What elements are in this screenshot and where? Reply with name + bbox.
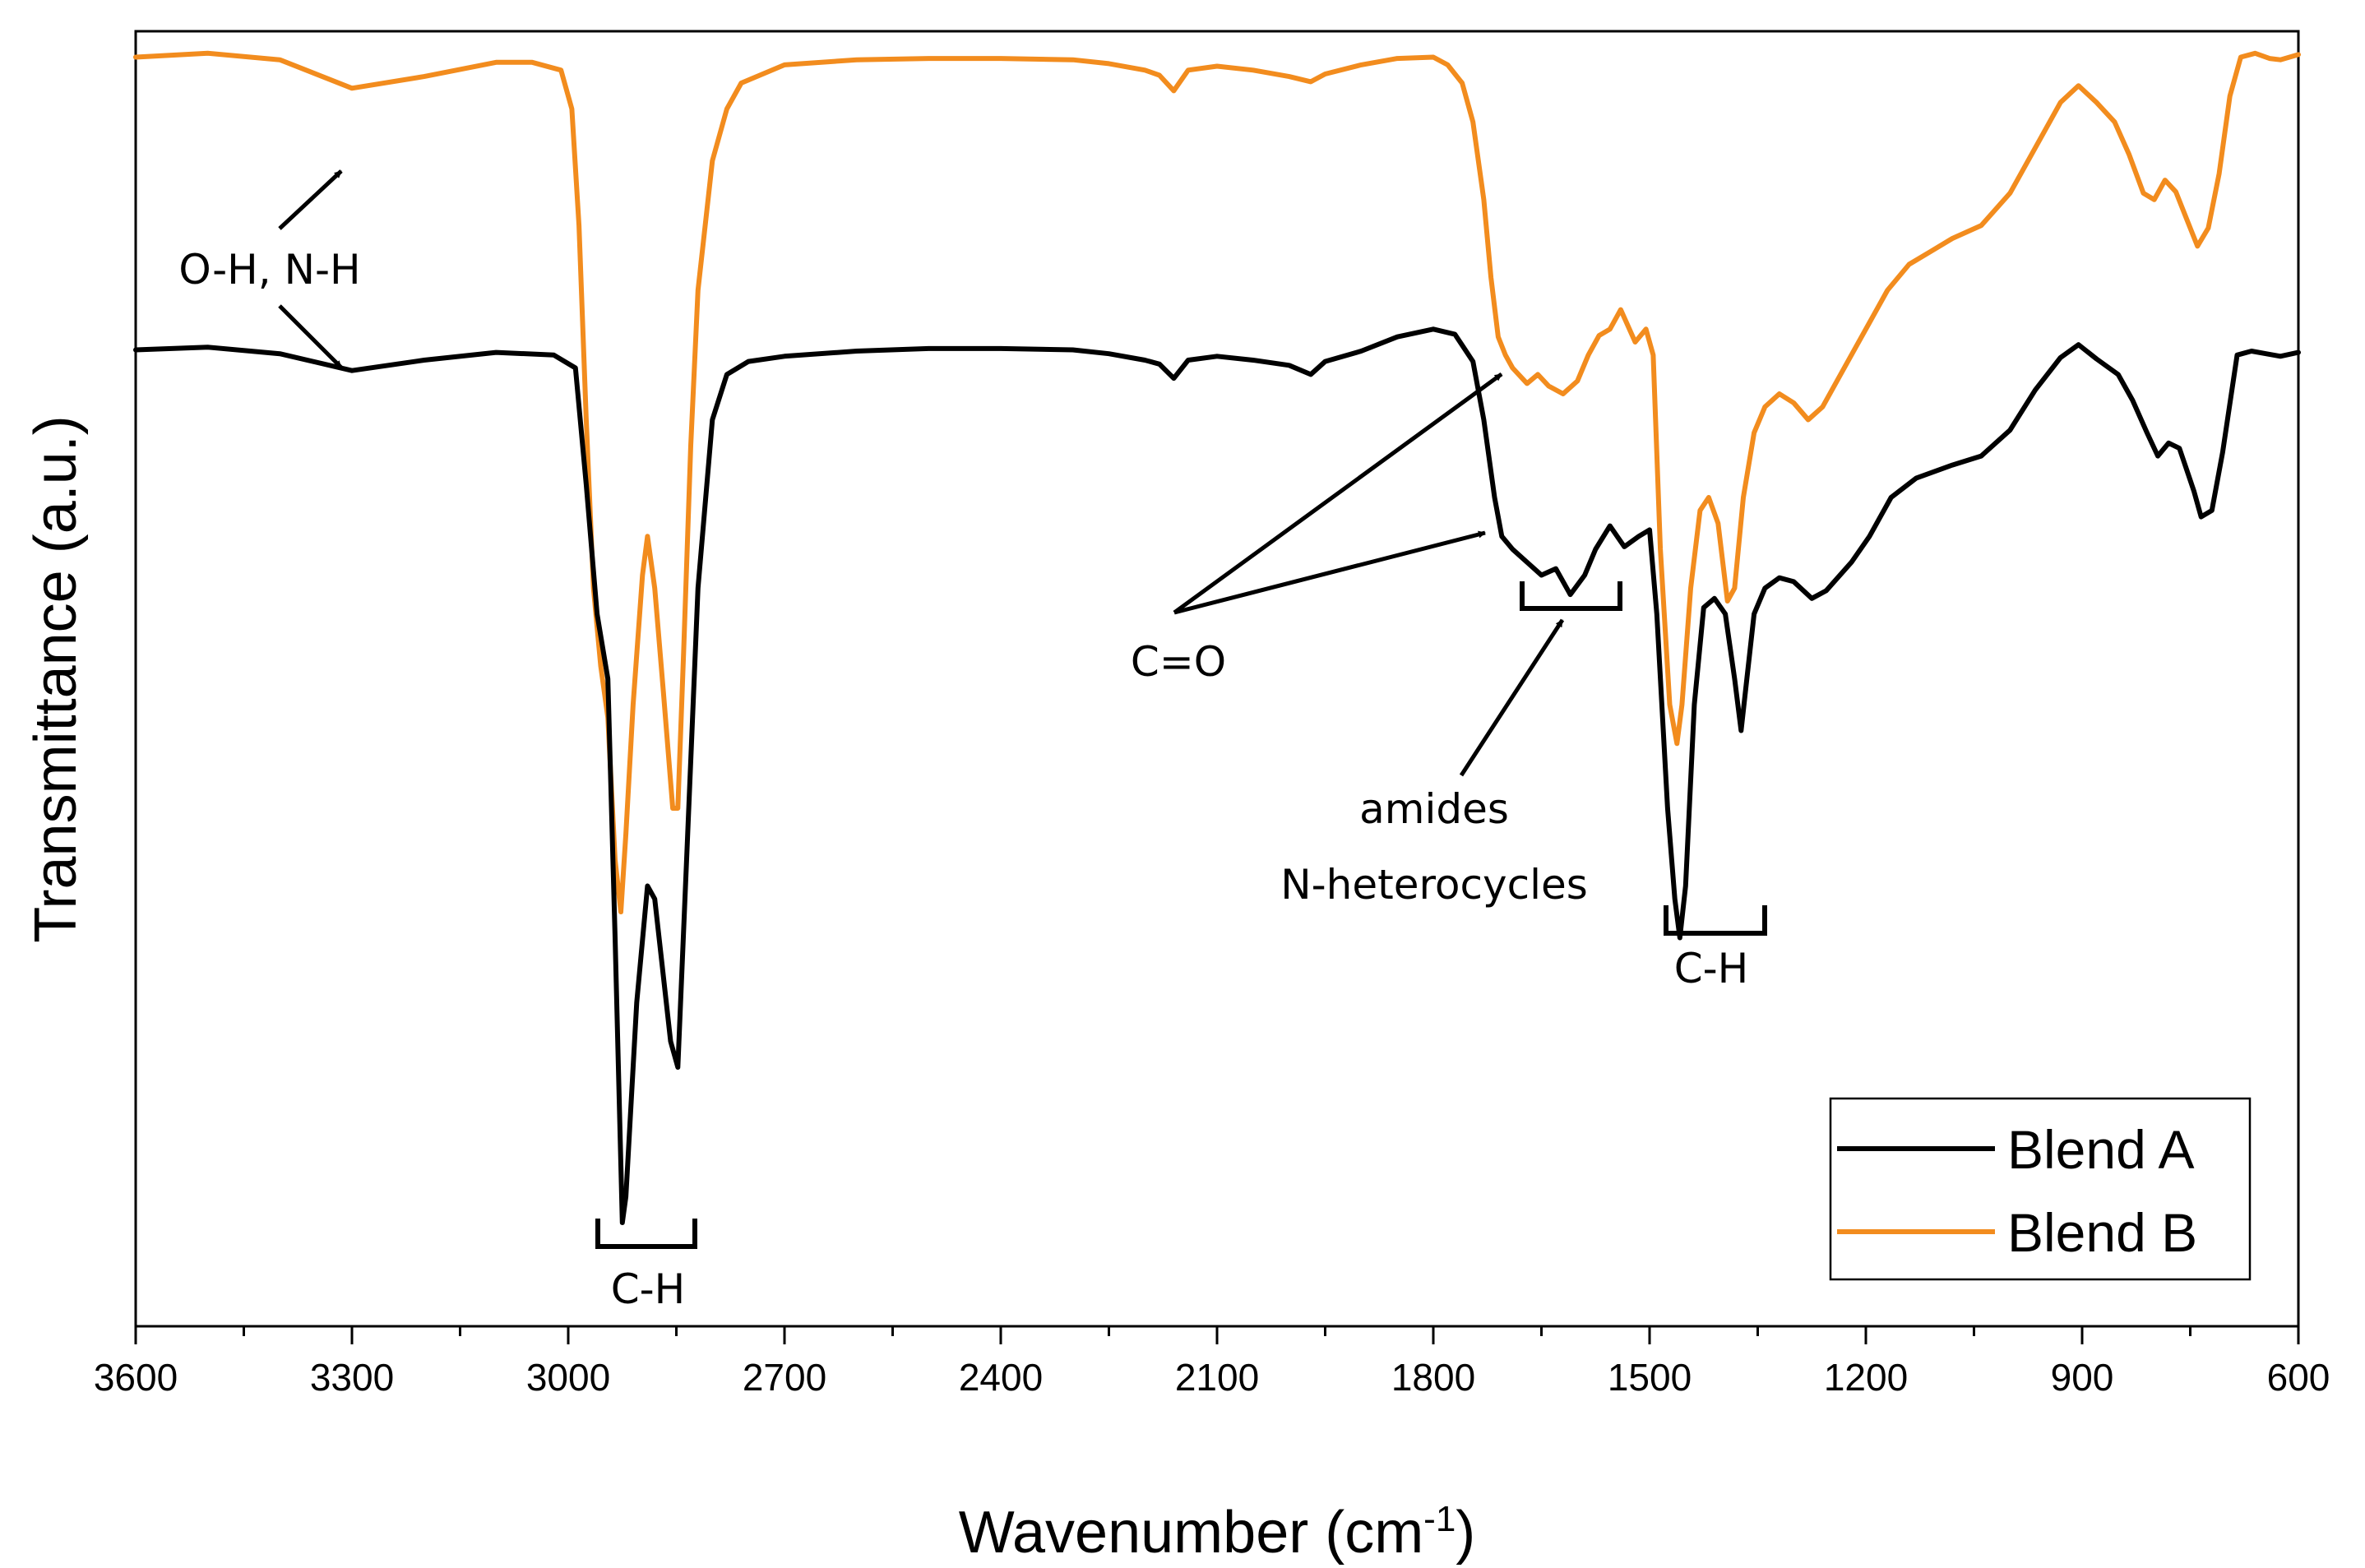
x-axis-title-superscript: -1 <box>1423 1499 1456 1539</box>
annotation-label-ch-left: C-H <box>611 1265 686 1313</box>
annotation-label-co: C=O <box>1131 638 1226 686</box>
series-layer <box>133 50 2301 1225</box>
x-tick-label: 1500 <box>1608 1356 1692 1399</box>
x-axis-title-main: Wavenumber (cm <box>959 1500 1423 1566</box>
x-tick-label: 3600 <box>94 1356 178 1399</box>
x-tick-label: 2100 <box>1175 1356 1259 1399</box>
x-axis-ticks: 3600 3300 3000 2700 2400 2100 1800 1500 1200 900 6… <box>94 1326 2330 1399</box>
bracket-ch-right <box>1664 905 1767 936</box>
x-tick-label: 2700 <box>743 1356 826 1399</box>
annotation-label-ch-right: C-H <box>1674 945 1749 992</box>
x-tick-label: 1200 <box>1824 1356 1908 1399</box>
x-tick-label: 1800 <box>1391 1356 1475 1399</box>
annotation-ch-left: C-H <box>595 1219 697 1313</box>
x-axis-title: Wavenumber (cm-1) <box>959 1499 1476 1566</box>
legend: Blend A Blend B <box>1829 1097 2252 1281</box>
x-axis-title-close: ) <box>1456 1500 1475 1566</box>
annotation-amides: amides N-heterocycles <box>1280 581 1622 909</box>
annotation-label-n-heterocycles: N-heterocycles <box>1280 861 1588 909</box>
annotation-ch-right: C-H <box>1664 905 1767 992</box>
annotation-label-amides: amides <box>1359 785 1509 833</box>
x-tick-label: 600 <box>2267 1356 2330 1399</box>
arrow-amides <box>1459 618 1565 777</box>
arrow-oh-nh-black <box>278 304 343 369</box>
arrow-co-black <box>1173 530 1486 615</box>
legend-label-blend-b: Blend B <box>2007 1202 2197 1263</box>
legend-box <box>1829 1097 2252 1281</box>
arrow-oh-nh-orange <box>278 169 343 230</box>
bracket-amides <box>1520 581 1622 611</box>
x-tick-label: 3300 <box>310 1356 394 1399</box>
legend-label-blend-a: Blend A <box>2007 1119 2195 1180</box>
x-tick-label: 2400 <box>959 1356 1043 1399</box>
annotation-oh-nh: O-H, N-H <box>178 169 361 369</box>
x-tick-label: 900 <box>2051 1356 2114 1399</box>
arrow-co-orange <box>1173 372 1503 615</box>
bracket-ch-left <box>595 1219 697 1249</box>
y-axis-title: Transmittance (a.u.) <box>23 415 89 943</box>
annotation-label-oh-nh: O-H, N-H <box>178 246 360 294</box>
series-line-blend-a <box>133 326 2301 1225</box>
series-line-blend-b <box>133 50 2301 914</box>
x-tick-label: 3000 <box>526 1356 610 1399</box>
annotation-co: C=O <box>1131 372 1503 686</box>
